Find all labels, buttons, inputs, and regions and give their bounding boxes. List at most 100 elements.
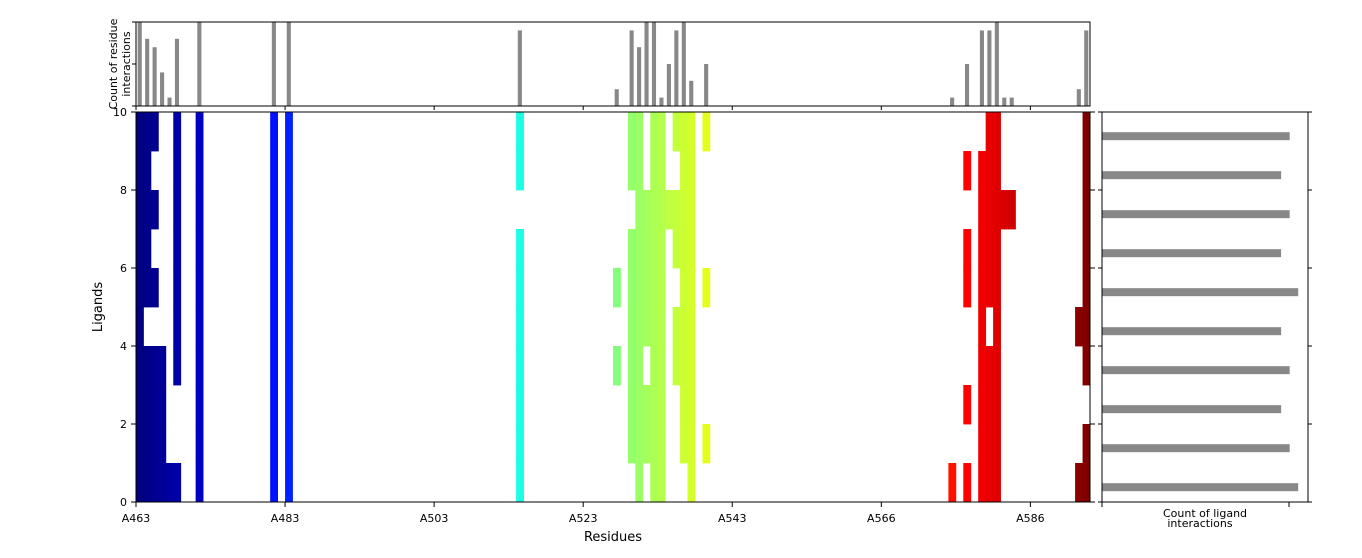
heatmap-cell [1082,463,1091,503]
residue-count-bar [637,47,642,106]
heatmap-cell [173,229,182,269]
heatmap-cell [978,268,987,308]
heatmap-cell [270,229,279,269]
ligand-count-bar [1102,483,1299,492]
heatmap-cell [1082,346,1091,386]
heatmap-cell [173,151,182,191]
heatmap-cell [173,268,182,308]
heatmap-cell [1082,190,1091,230]
heatmap-cell [702,424,711,464]
heatmap-cell [657,151,666,191]
heatmap-cell [1000,190,1009,230]
heatmap-cell [1082,424,1091,464]
heatmap-cell [963,385,972,425]
heatmap-cell [136,463,144,503]
heatmap-cell [285,229,293,269]
heatmap-cell [650,112,659,152]
heatmap-cell [627,424,636,464]
ligand-count-bar [1102,405,1282,414]
heatmap-cell [150,346,159,386]
heatmap-cell [158,346,167,386]
heatmap-cell [150,112,159,152]
heatmap-cell [642,229,651,269]
heatmap-cell [158,463,167,503]
heatmap-cell [285,307,293,347]
heatmap-y-tick-label: 2 [120,418,127,431]
heatmap-cell [650,463,659,503]
residue-count-bar-chart: Count of residue interactions [107,18,1091,110]
residue-count-bar [517,30,522,106]
heatmap-cell [270,463,279,503]
heatmap-cell [158,385,167,425]
residue-count-bar [681,22,686,106]
heatmap-cell [627,151,636,191]
heatmap-cell [143,385,152,425]
heatmap-cell [687,424,696,464]
ligand-count-xlabel-line1: Count of ligand [1163,507,1247,520]
heatmap-cell [150,385,159,425]
heatmap-cell [650,190,659,230]
residue-count-bar [152,47,157,106]
residue-count-bar [160,72,165,106]
heatmap-cell [672,229,681,269]
heatmap-cell [635,424,644,464]
heatmap-cell [672,112,681,152]
heatmap-cell [150,268,159,308]
heatmap-cell [635,229,644,269]
heatmap-cell [285,151,293,191]
heatmap-cell [680,346,688,386]
heatmap-cell [195,190,204,230]
heatmap-cell [963,463,972,503]
residue-count-bar [167,97,172,106]
heatmap-cell [627,112,636,152]
heatmap-y-tick-label: 10 [113,106,127,119]
residue-count-bar [704,64,709,106]
heatmap-cell [136,307,144,347]
ligand-count-frame [1101,111,1309,503]
residue-count-bars [137,22,1089,106]
heatmap-cell [680,307,688,347]
heatmap-cell [978,424,987,464]
ligand-count-bar [1102,444,1290,453]
heatmap-cell [985,112,994,152]
heatmap-cell [948,463,957,503]
heatmap-cell [687,190,696,230]
heatmap-cell [657,385,666,425]
heatmap-cell [1082,307,1091,347]
heatmap-cell [270,190,279,230]
heatmap-cell [680,424,688,464]
heatmap-cell [516,385,524,425]
heatmap-cell [195,151,204,191]
heatmap-cell [627,229,636,269]
heatmap-cell [650,307,659,347]
heatmap-cell [143,463,152,503]
heatmap-cell [150,190,159,230]
heatmap-cell [143,268,152,308]
heatmap-cell [657,190,666,230]
heatmap-cell [1082,268,1091,308]
heatmap-cell [635,307,644,347]
heatmap-y-tick-label: 8 [120,184,127,197]
heatmap-cell [516,268,524,308]
heatmap-cell [985,346,994,386]
heatmap-cell [642,190,651,230]
heatmap-cell [993,190,1001,230]
heatmap-cell [270,268,279,308]
heatmap-cell [650,424,659,464]
heatmap-cell [136,346,144,386]
heatmap-cell [650,385,659,425]
residue-count-bar [651,22,657,106]
heatmap-cell [993,229,1001,269]
heatmap-cell [672,346,681,386]
heatmap-cell [687,151,696,191]
heatmap-cell [516,346,524,386]
heatmap-x-tick-label: A463 [122,512,151,525]
heatmap-cell [993,268,1001,308]
heatmap-cell [270,424,279,464]
heatmap-cell [195,112,204,152]
heatmap-x-tick-label: A483 [271,512,300,525]
heatmap-y-tick-label: 0 [120,496,127,509]
heatmap-cell [642,307,651,347]
heatmap-cell [687,268,696,308]
